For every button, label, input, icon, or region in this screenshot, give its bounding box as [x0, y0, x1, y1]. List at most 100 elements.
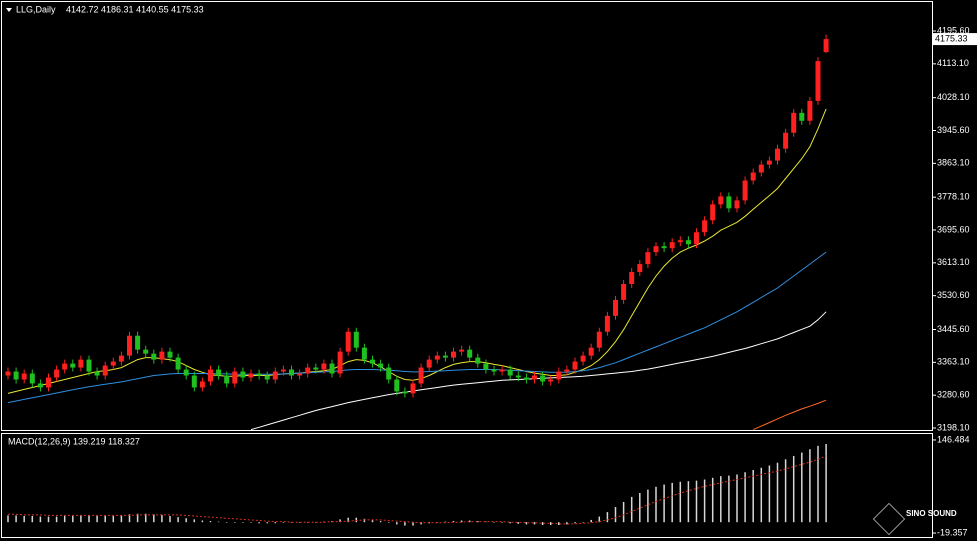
logo: SINO SOUND [872, 502, 957, 536]
macd-bar [776, 462, 779, 523]
macd-bar [169, 516, 171, 523]
candle-body [434, 355, 440, 360]
candle-body [653, 246, 659, 253]
candle-body [783, 132, 789, 149]
macd-bar [290, 522, 293, 523]
candle-body [588, 347, 594, 356]
macd-bar [598, 516, 601, 523]
y-tick-label: 3778.10 [937, 192, 970, 202]
macd-bar [96, 516, 98, 523]
macd-bar [671, 482, 673, 523]
candle-body [791, 112, 797, 133]
macd-bar [825, 444, 827, 523]
candle-body [159, 351, 165, 360]
macd-bar [533, 522, 536, 525]
candle-body [208, 369, 213, 382]
macd-bar [136, 513, 139, 523]
macd-bar [80, 515, 82, 523]
candle-body [289, 369, 294, 376]
macd-bar [347, 517, 349, 523]
macd-bar [274, 522, 277, 524]
last-price-box [933, 33, 977, 46]
candle-body [613, 299, 618, 316]
macd-bar [185, 518, 187, 523]
macd-bar [760, 467, 763, 523]
candle-body [669, 242, 675, 249]
candle-body [629, 272, 635, 284]
candle-body [823, 39, 829, 53]
candle-body [54, 369, 60, 378]
candle-body [5, 371, 11, 376]
macd-panel [1, 433, 933, 538]
macd-bar [339, 519, 341, 523]
macd-bar [549, 522, 552, 525]
macd-bar [574, 522, 576, 524]
macd-bar [379, 521, 382, 523]
watermark: SINO SOUND [906, 509, 957, 518]
candle-body [467, 349, 473, 358]
candle-body [742, 180, 748, 201]
candle-body [370, 359, 375, 364]
y-tick-label: 3363.10 [937, 357, 970, 367]
macd-bar [39, 516, 42, 523]
macd-bar [720, 476, 722, 523]
macd-bar [647, 489, 649, 523]
macd-bar [153, 514, 155, 523]
macd-bar [801, 452, 803, 523]
candle-body [621, 283, 627, 300]
macd-bar [72, 516, 74, 523]
candle-body [718, 196, 724, 205]
candle-body [94, 371, 100, 376]
candle-body [799, 112, 805, 121]
macd-bar [614, 507, 617, 523]
macd-bar [250, 522, 252, 523]
candle-body [572, 361, 578, 370]
macd-bar [582, 522, 584, 523]
candle-body [750, 172, 756, 181]
y-tick-label: 3863.10 [937, 158, 970, 168]
macd-bar [792, 455, 795, 523]
y-tick-label: 4113.10 [937, 58, 969, 68]
y-tick-label: 3695.60 [937, 224, 970, 234]
macd-bar [736, 474, 738, 523]
macd-bar [655, 486, 657, 523]
macd-bar [711, 477, 714, 523]
y-tick-label: 3613.10 [937, 257, 970, 267]
candle-body [118, 355, 124, 362]
macd-bar [201, 520, 204, 523]
candle-body [321, 363, 327, 370]
candle-body [426, 359, 432, 368]
macd-bar [639, 492, 641, 523]
candle-body [345, 331, 351, 352]
macd-bar [193, 519, 196, 523]
macd-bar [242, 522, 244, 523]
last-price-label: 4175.33 [935, 33, 968, 43]
candle-body [224, 375, 230, 384]
macd-bar [541, 522, 544, 525]
candle-body [264, 375, 270, 380]
line [250, 311, 827, 431]
macd-bar [55, 516, 58, 523]
candle-body [70, 363, 76, 368]
line [7, 251, 827, 404]
macd-bar [590, 519, 592, 523]
candle-body [499, 369, 505, 372]
candle-body [29, 373, 35, 384]
y-tick-label: 4195.60 [937, 25, 970, 35]
candle-body [604, 315, 610, 332]
macd-bar [209, 521, 212, 523]
candle-body [386, 367, 392, 380]
candle-body [507, 369, 513, 376]
candle-body [183, 369, 189, 376]
macd-bar [371, 519, 374, 523]
macd-bar [460, 520, 463, 523]
macd-bar [622, 501, 625, 523]
y-tick-label: 3945.60 [937, 125, 970, 135]
macd-bar [817, 445, 819, 523]
macd-bar [144, 513, 147, 523]
candle-body [564, 369, 570, 372]
macd-bar [444, 521, 447, 523]
macd-bar [509, 522, 511, 524]
